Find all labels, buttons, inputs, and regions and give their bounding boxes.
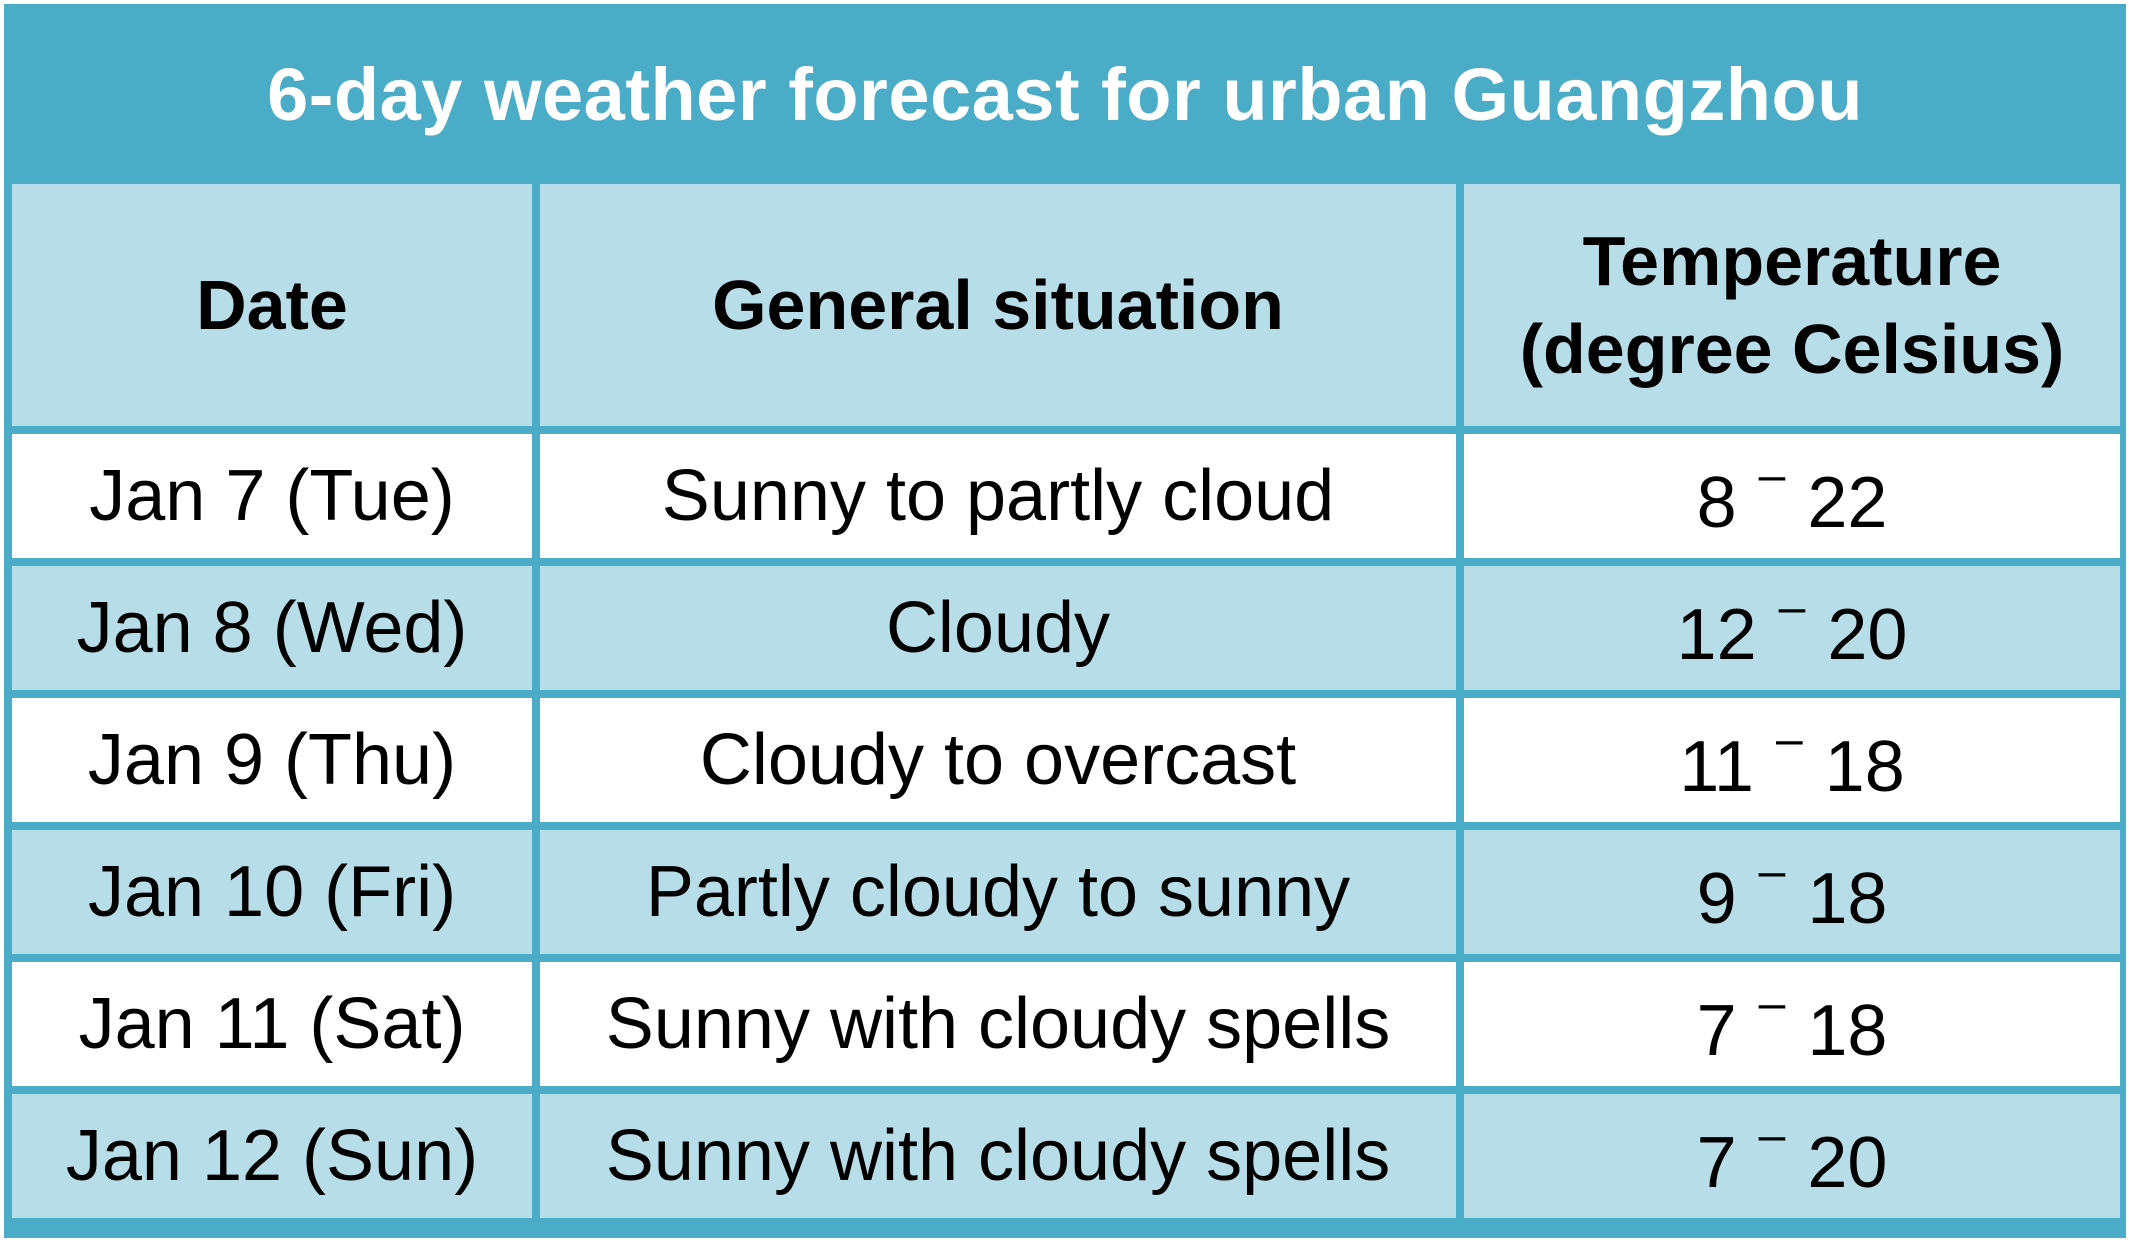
forecast-table: Date General situation Temperature (degr… (4, 176, 2128, 1226)
table-row: Jan 10 (Fri) Partly cloudy to sunny 9–18 (12, 830, 2120, 954)
header-row: Date General situation Temperature (degr… (12, 184, 2120, 426)
range-dash: – (1758, 977, 1786, 1030)
cell-temperature: 7–20 (1464, 1094, 2120, 1218)
cell-date: Jan 10 (Fri) (12, 830, 532, 954)
temp-low: 7 (1696, 1123, 1737, 1203)
cell-temperature: 8–22 (1464, 434, 2120, 558)
header-situation: General situation (540, 184, 1456, 426)
cell-situation: Cloudy (540, 566, 1456, 690)
range-dash: – (1775, 713, 1803, 766)
table-row: Jan 7 (Tue) Sunny to partly cloud 8–22 (12, 434, 2120, 558)
forecast-table-frame: 6-day weather forecast for urban Guangzh… (4, 4, 2126, 1238)
cell-situation: Sunny with cloudy spells (540, 1094, 1456, 1218)
cell-situation: Sunny to partly cloud (540, 434, 1456, 558)
cell-date: Jan 11 (Sat) (12, 962, 532, 1086)
temp-low: 12 (1676, 595, 1757, 675)
cell-temperature: 12–20 (1464, 566, 2120, 690)
header-temperature-line1: Temperature (1582, 222, 2002, 300)
table-row: Jan 9 (Thu) Cloudy to overcast 11–18 (12, 698, 2120, 822)
temp-low: 9 (1696, 859, 1737, 939)
temp-low: 8 (1696, 463, 1737, 543)
temp-high: 18 (1807, 859, 1888, 939)
cell-situation: Cloudy to overcast (540, 698, 1456, 822)
cell-date: Jan 12 (Sun) (12, 1094, 532, 1218)
table-row: Jan 11 (Sat) Sunny with cloudy spells 7–18 (12, 962, 2120, 1086)
temp-high: 20 (1827, 595, 1908, 675)
header-date: Date (12, 184, 532, 426)
cell-temperature: 7–18 (1464, 962, 2120, 1086)
table-title: 6-day weather forecast for urban Guangzh… (267, 52, 1863, 136)
temp-high: 22 (1807, 463, 1888, 543)
cell-date: Jan 7 (Tue) (12, 434, 532, 558)
temp-low: 11 (1679, 727, 1754, 807)
range-dash: – (1758, 1109, 1786, 1162)
table-row: Jan 12 (Sun) Sunny with cloudy spells 7–20 (12, 1094, 2120, 1218)
table-row: Jan 8 (Wed) Cloudy 12–20 (12, 566, 2120, 690)
temp-high: 18 (1807, 991, 1888, 1071)
temp-high: 18 (1824, 727, 1905, 807)
table-body: Jan 7 (Tue) Sunny to partly cloud 8–22 Jan … (12, 434, 2120, 1218)
header-temperature-line2: (degree Celsius) (1519, 310, 2065, 388)
cell-situation: Sunny with cloudy spells (540, 962, 1456, 1086)
temp-high: 20 (1807, 1123, 1888, 1203)
cell-date: Jan 9 (Thu) (12, 698, 532, 822)
cell-date: Jan 8 (Wed) (12, 566, 532, 690)
temp-low: 7 (1696, 991, 1737, 1071)
cell-temperature: 9–18 (1464, 830, 2120, 954)
range-dash: – (1758, 449, 1786, 502)
header-temperature: Temperature (degree Celsius) (1464, 184, 2120, 426)
cell-temperature: 11–18 (1464, 698, 2120, 822)
cell-situation: Partly cloudy to sunny (540, 830, 1456, 954)
range-dash: – (1778, 581, 1806, 634)
range-dash: – (1758, 845, 1786, 898)
